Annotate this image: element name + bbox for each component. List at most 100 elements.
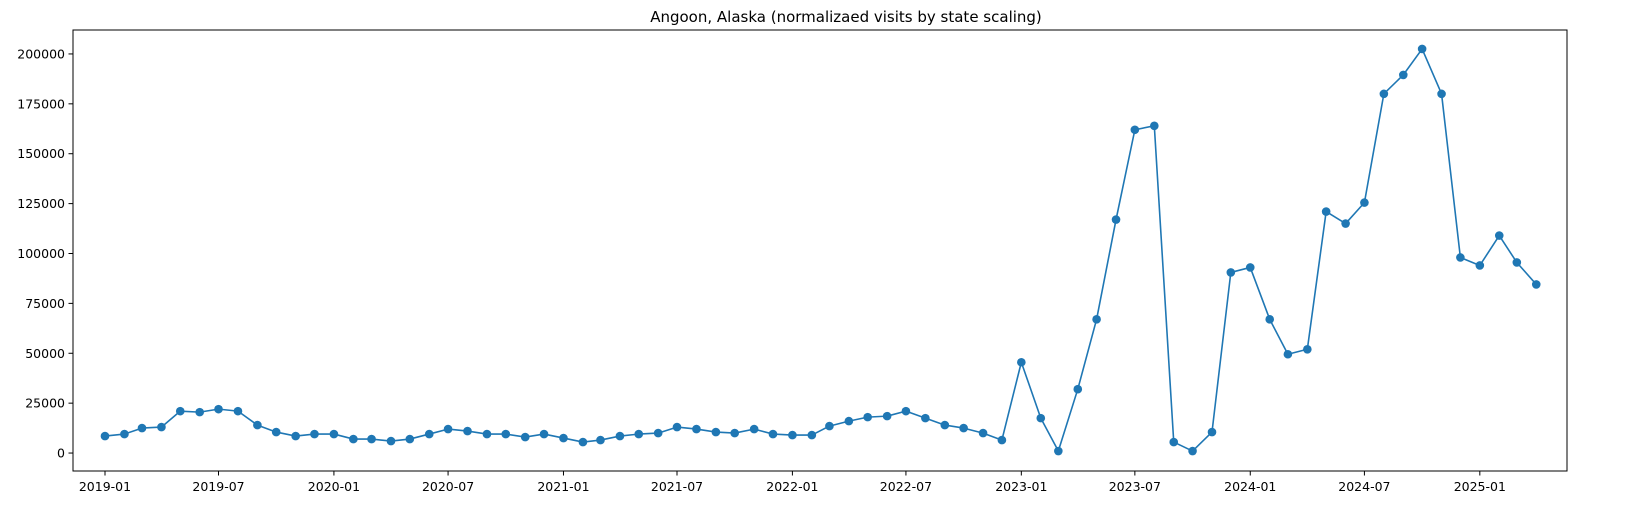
- data-point: [1475, 261, 1485, 270]
- x-tick-label: 2022-01: [766, 479, 818, 494]
- data-point: [634, 429, 644, 439]
- plot-frame: [72, 29, 1568, 472]
- x-tick-label: 2025-01: [1454, 479, 1506, 494]
- series-line: [104, 48, 1537, 452]
- data-point: [233, 406, 243, 416]
- data-point: [310, 429, 319, 439]
- data-point: [788, 430, 797, 440]
- y-tick-label: 100000: [17, 246, 65, 261]
- data-point: [1265, 315, 1275, 324]
- y-tick-label: 175000: [17, 96, 65, 111]
- data-point: [386, 436, 396, 446]
- x-tick-label: 2024-07: [1338, 479, 1390, 494]
- data-point: [940, 420, 950, 430]
- x-tick-label: 2020-07: [422, 479, 474, 494]
- x-tick-label: 2024-01: [1224, 479, 1276, 494]
- data-point: [1188, 446, 1197, 456]
- data-point: [559, 433, 568, 443]
- data-point: [921, 413, 930, 423]
- data-point: [1341, 219, 1350, 228]
- data-point: [1360, 198, 1369, 207]
- data-point: [825, 421, 834, 431]
- data-point: [1437, 89, 1446, 99]
- data-point: [329, 429, 339, 439]
- data-point: [1130, 125, 1140, 135]
- chart-title: Angoon, Alaska (normalizaed visits by st…: [650, 8, 1042, 26]
- data-point: [195, 407, 204, 417]
- x-tick-label: 2021-01: [537, 479, 589, 494]
- data-point: [1456, 253, 1465, 262]
- y-tick-label: 50000: [25, 346, 65, 361]
- data-point: [1017, 357, 1026, 367]
- data-point: [1226, 268, 1236, 277]
- data-point: [1036, 413, 1046, 423]
- x-tick-label: 2020-01: [308, 479, 360, 494]
- data-point: [214, 404, 223, 414]
- data-point: [137, 423, 147, 433]
- y-tick-label: 75000: [25, 296, 65, 311]
- data-point: [1150, 121, 1159, 131]
- data-point: [615, 431, 625, 441]
- y-tick-label: 150000: [17, 146, 65, 161]
- data-point: [1245, 263, 1255, 272]
- data-point: [520, 432, 530, 442]
- data-point: [1054, 446, 1063, 456]
- y-axis: 0 25000 50000 75000 100000 125000 150000 175000…: [17, 46, 73, 461]
- x-tick-label: 2023-01: [995, 479, 1047, 494]
- data-point: [901, 406, 911, 416]
- data-point: [463, 426, 472, 436]
- data-point: [1531, 280, 1541, 289]
- y-tick-label: 25000: [25, 396, 65, 411]
- data-point: [1512, 258, 1522, 267]
- data-point: [443, 424, 453, 434]
- data-point: [1399, 70, 1408, 80]
- data-point: [978, 428, 988, 438]
- x-tick-label: 2021-07: [651, 479, 703, 494]
- data-point: [844, 416, 854, 426]
- data-point: [882, 411, 892, 421]
- data-point: [1303, 344, 1312, 354]
- plot-area: [100, 44, 1541, 456]
- x-tick-label: 2019-01: [79, 479, 131, 494]
- data-point: [120, 429, 129, 439]
- data-point: [863, 412, 872, 422]
- data-point: [1321, 207, 1331, 216]
- data-point: [482, 429, 492, 439]
- data-point: [1379, 89, 1389, 99]
- data-point: [997, 435, 1007, 445]
- data-point: [253, 420, 262, 430]
- data-point: [367, 434, 376, 444]
- data-point: [768, 429, 778, 439]
- data-point: [424, 429, 434, 439]
- data-point: [1283, 349, 1293, 359]
- data-point: [291, 431, 300, 441]
- data-point: [1169, 437, 1179, 447]
- data-point: [539, 429, 549, 439]
- data-point: [1494, 231, 1504, 240]
- data-point: [1207, 427, 1217, 437]
- data-point: [653, 428, 663, 438]
- data-point: [749, 424, 759, 434]
- data-point: [596, 435, 605, 445]
- x-axis: 2019-01 2019-07 2020-01 2020-07 2021-01 2021-…: [79, 471, 1506, 494]
- data-point: [672, 422, 682, 432]
- data-point: [1073, 384, 1083, 394]
- data-point: [1417, 44, 1427, 54]
- data-point: [1111, 215, 1121, 224]
- data-point: [271, 427, 281, 437]
- y-tick-label: 125000: [17, 196, 65, 211]
- x-tick-label: 2022-07: [880, 479, 932, 494]
- data-point: [100, 431, 110, 441]
- y-tick-label: 0: [57, 446, 65, 461]
- data-point: [157, 422, 166, 432]
- data-point: [730, 428, 739, 438]
- data-point: [807, 430, 817, 440]
- data-point: [1092, 315, 1101, 324]
- data-point: [501, 429, 511, 439]
- data-point: [349, 434, 358, 444]
- x-tick-label: 2023-07: [1109, 479, 1161, 494]
- data-point: [175, 406, 185, 416]
- x-tick-label: 2019-07: [192, 479, 244, 494]
- data-point: [959, 423, 968, 433]
